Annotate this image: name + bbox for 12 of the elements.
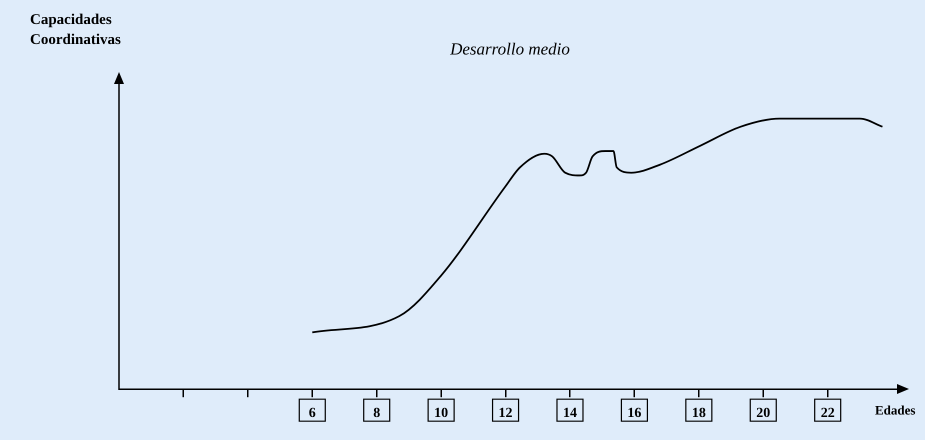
x-tick-label: 10 <box>434 406 448 422</box>
x-axis-title: Edades <box>875 402 916 418</box>
x-tick-label: 6 <box>308 406 316 422</box>
x-tick-label: 8 <box>373 406 380 422</box>
y-axis-title: Capacidades Coordinativas <box>30 12 122 48</box>
x-tick-label: 18 <box>692 406 706 422</box>
x-tick-label: 22 <box>820 406 835 422</box>
x-tick-label: 16 <box>627 406 642 422</box>
x-tick-label: 12 <box>498 406 513 422</box>
chart-title: Desarrollo medio <box>449 39 570 58</box>
x-tick-label: 14 <box>562 406 577 422</box>
x-tick-label: 20 <box>756 406 770 422</box>
